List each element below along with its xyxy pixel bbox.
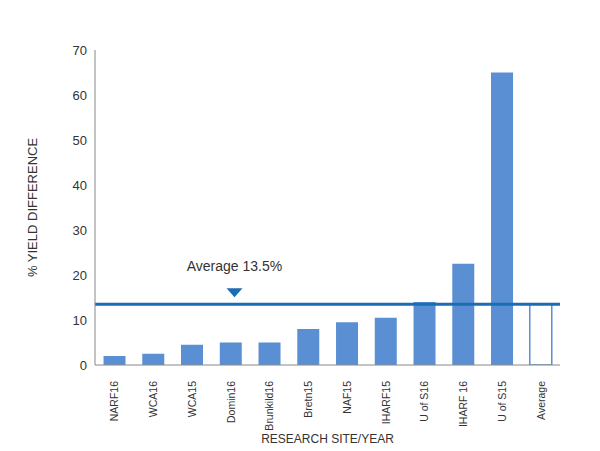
svg-text:60: 60 <box>73 88 87 103</box>
svg-text:Average: Average <box>535 381 547 420</box>
svg-text:U of S16: U of S16 <box>418 381 430 422</box>
svg-text:IHARF15: IHARF15 <box>380 381 392 424</box>
svg-text:IHARF 16: IHARF 16 <box>457 381 469 427</box>
svg-text:% YIELD DIFFERENCE: % YIELD DIFFERENCE <box>25 138 40 278</box>
svg-text:50: 50 <box>73 133 87 148</box>
svg-text:WCA16: WCA16 <box>147 381 159 417</box>
svg-text:NARF16: NARF16 <box>108 381 120 421</box>
svg-text:30: 30 <box>73 223 87 238</box>
svg-text:Domin16: Domin16 <box>225 381 237 423</box>
svg-text:Bretn15: Bretn15 <box>302 381 314 418</box>
svg-text:WCA15: WCA15 <box>186 381 198 417</box>
svg-text:Brunkild16: Brunkild16 <box>263 381 275 431</box>
svg-text:10: 10 <box>73 313 87 328</box>
svg-text:0: 0 <box>80 358 87 373</box>
svg-text:20: 20 <box>73 268 87 283</box>
svg-text:U of S15: U of S15 <box>496 381 508 422</box>
svg-text:NAF15: NAF15 <box>341 381 353 414</box>
svg-text:RESEARCH SITE/YEAR: RESEARCH SITE/YEAR <box>261 432 394 446</box>
svg-text:70: 70 <box>73 43 87 58</box>
svg-text:40: 40 <box>73 178 87 193</box>
svg-text:Average 13.5%: Average 13.5% <box>187 258 282 274</box>
